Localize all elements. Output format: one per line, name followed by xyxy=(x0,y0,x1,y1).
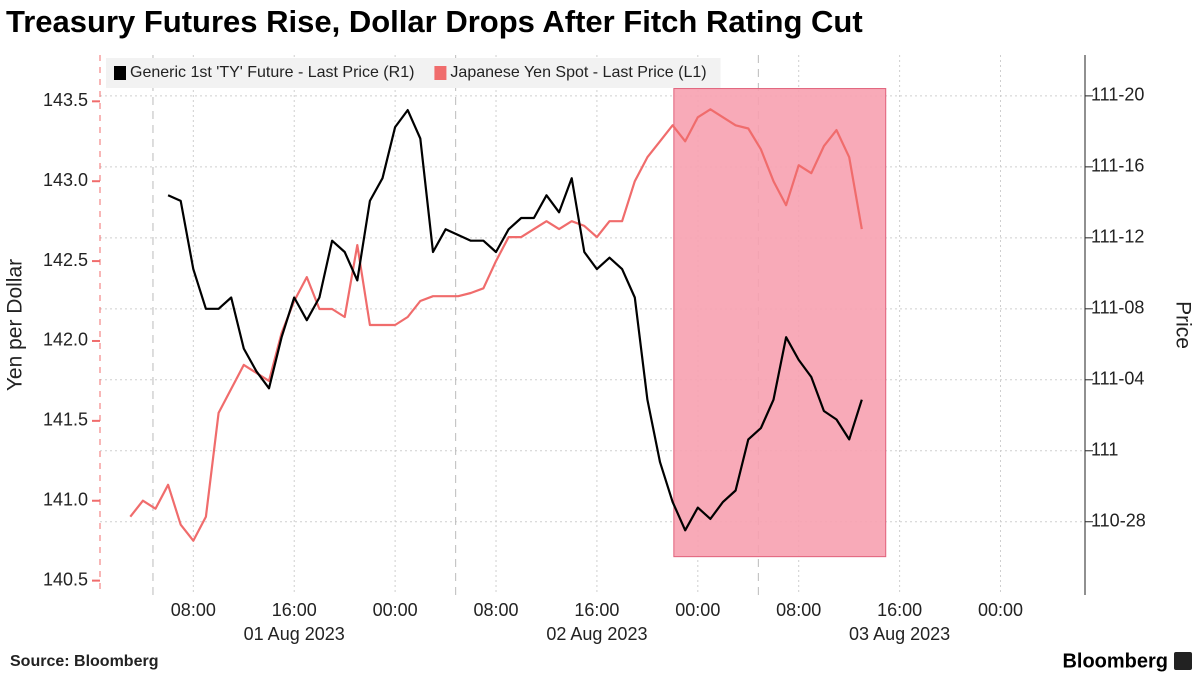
y-tick-label: 141.5 xyxy=(43,410,88,430)
y2-axis-label: Price xyxy=(1171,301,1194,349)
chart-title: Treasury Futures Rise, Dollar Drops Afte… xyxy=(6,4,863,39)
x-date-label: 01 Aug 2023 xyxy=(244,624,345,644)
y-axis-label: Yen per Dollar xyxy=(4,259,27,391)
series-line xyxy=(167,109,863,532)
x-date-label: 03 Aug 2023 xyxy=(849,624,950,644)
y2-tick-label: 110-28 xyxy=(1091,511,1146,531)
y2-tick-label: 111-12 xyxy=(1091,227,1144,247)
legend-swatch xyxy=(114,66,126,80)
y2-tick-label: 111-16 xyxy=(1091,156,1144,176)
source: Source: Bloomberg xyxy=(10,653,158,670)
x-tick-label: 00:00 xyxy=(373,600,418,620)
x-tick-label: 00:00 xyxy=(675,600,720,620)
x-tick-label: 08:00 xyxy=(171,600,216,620)
y-tick-label: 140.5 xyxy=(43,569,88,589)
x-tick-label: 16:00 xyxy=(574,600,619,620)
highlight-region xyxy=(673,88,887,558)
series-line xyxy=(129,108,863,542)
legend-label: Japanese Yen Spot - Last Price (L1) xyxy=(450,64,706,81)
x-tick-label: 00:00 xyxy=(978,600,1023,620)
y2-tick-label: 111-04 xyxy=(1091,369,1144,389)
y-tick-label: 143.5 xyxy=(43,90,88,110)
legend-box xyxy=(106,58,721,88)
y-tick-label: 142.5 xyxy=(43,250,88,270)
y-tick-label: 141.0 xyxy=(43,489,88,509)
x-date-label: 02 Aug 2023 xyxy=(546,624,647,644)
brand-icon xyxy=(1174,652,1192,670)
x-tick-label: 16:00 xyxy=(877,600,922,620)
legend-swatch xyxy=(434,66,447,80)
y2-tick-label: 111 xyxy=(1091,440,1118,460)
x-tick-label: 08:00 xyxy=(473,600,518,620)
x-tick-label: 08:00 xyxy=(776,600,821,620)
y-tick-label: 142.0 xyxy=(43,330,88,350)
y2-tick-label: 111-08 xyxy=(1091,298,1144,318)
x-tick-label: 16:00 xyxy=(272,600,317,620)
y2-tick-label: 111-20 xyxy=(1091,85,1144,105)
brand: Bloomberg xyxy=(1062,650,1168,672)
legend-label: Generic 1st 'TY' Future - Last Price (R1… xyxy=(130,64,414,81)
y-tick-label: 143.0 xyxy=(43,170,88,190)
